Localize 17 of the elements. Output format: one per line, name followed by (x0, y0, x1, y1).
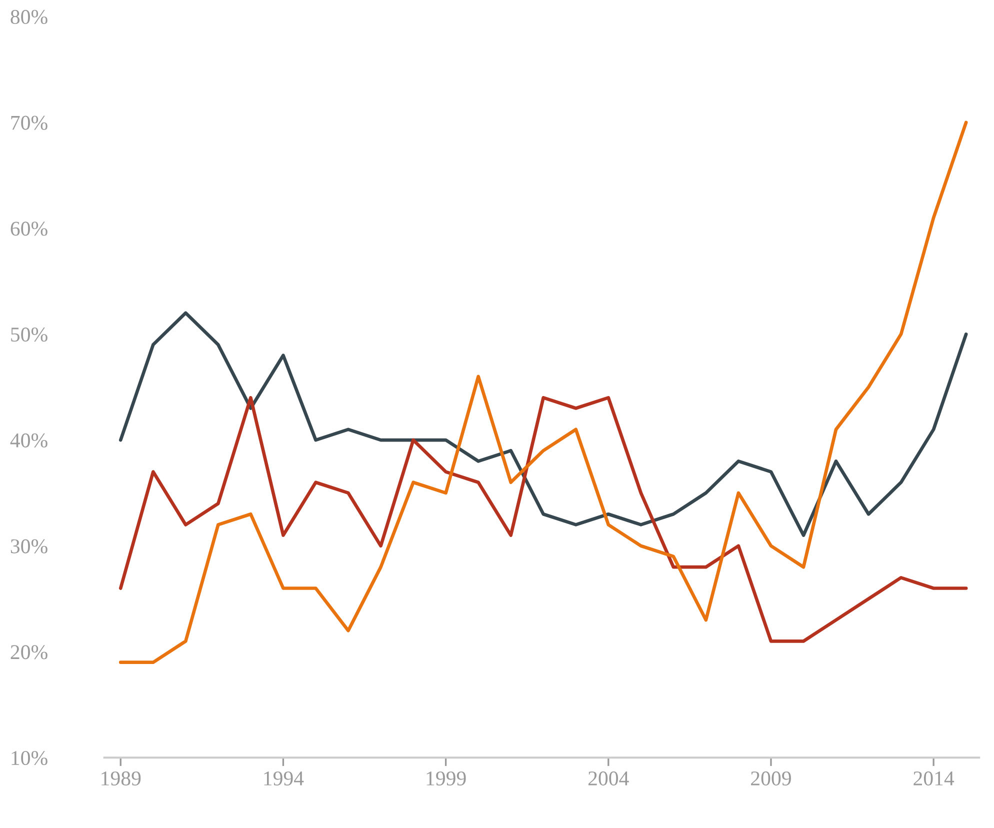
y-tick-label: 50% (11, 328, 48, 342)
line-series (118, 120, 968, 664)
x-tick-label: 2009 (751, 771, 791, 786)
y-tick-label: 80% (10, 10, 48, 24)
x-tick-label: 2004 (588, 771, 629, 786)
line-series (118, 396, 968, 643)
y-tick-label: 70% (11, 116, 48, 130)
y-tick-label: 20% (10, 645, 48, 660)
x-tick-label: 1994 (264, 771, 304, 786)
y-tick-label: 10% (12, 750, 48, 766)
x-tick-label: 2014 (914, 771, 954, 786)
x-tick-label: 1989 (102, 771, 141, 786)
y-tick-label: 60% (10, 222, 48, 236)
y-tick-label: 40% (10, 433, 48, 448)
line-series (118, 311, 968, 537)
y-tick-label: 30% (10, 539, 48, 554)
x-tick-label: 1999 (426, 771, 466, 786)
